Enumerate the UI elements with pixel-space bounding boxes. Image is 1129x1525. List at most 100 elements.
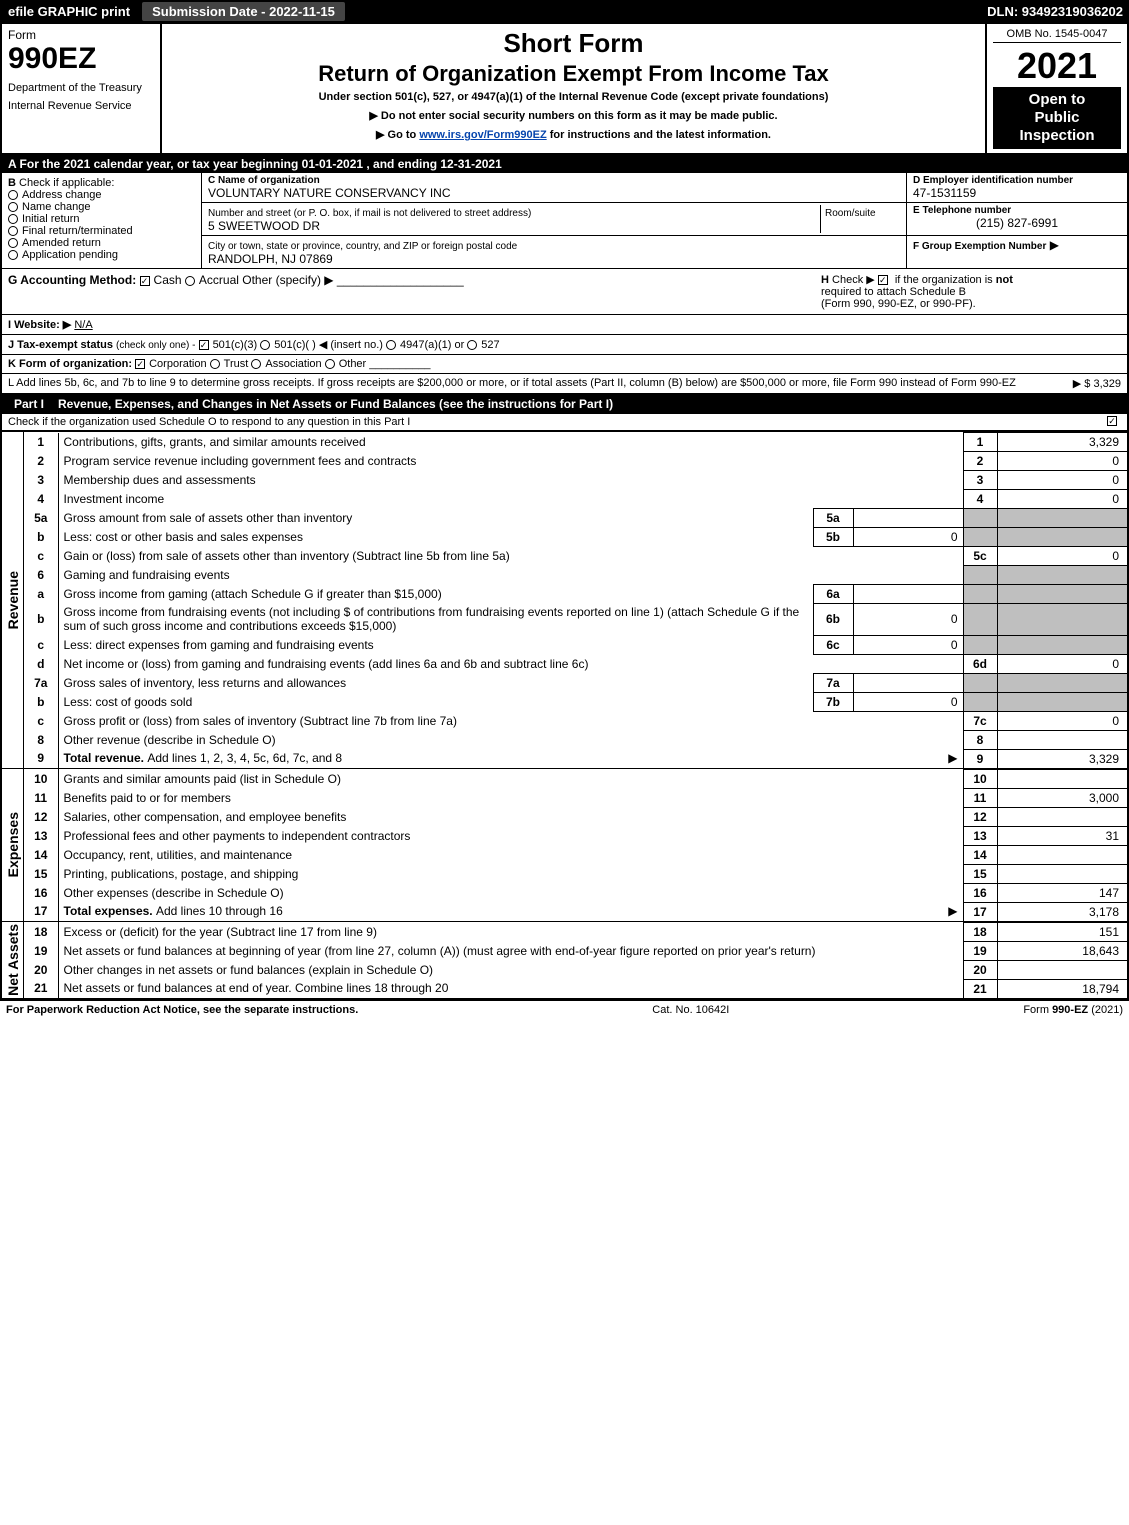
street-value: 5 SWEETWOOD DR (208, 219, 820, 233)
section-k: K Form of organization: ✓Corporation Tru… (2, 355, 1127, 374)
part-i-header: Part I Revenue, Expenses, and Changes in… (2, 394, 1127, 414)
short-form-title: Short Form (168, 28, 979, 59)
table-row: 3Membership dues and assessments30 (24, 471, 1127, 490)
row-desc: Gross income from gaming (attach Schedul… (58, 584, 813, 603)
row-desc: Less: cost of goods sold (58, 692, 813, 711)
netassets-label: Net Assets (5, 924, 21, 996)
table-row: 21Net assets or fund balances at end of … (24, 979, 1127, 998)
line-box: 2 (963, 452, 997, 471)
row-num: 15 (24, 864, 58, 883)
table-row: 8Other revenue (describe in Schedule O)8 (24, 730, 1127, 749)
shaded-cell (963, 635, 997, 654)
line-box: 17 (963, 902, 997, 921)
501c3-checkbox[interactable]: ✓ (199, 340, 209, 350)
arrow-icon: ▶ (948, 751, 957, 765)
cash-label: Cash (154, 273, 182, 287)
shaded-cell (997, 603, 1127, 635)
corp-checkbox[interactable]: ✓ (135, 359, 145, 369)
opt-pending: Application pending (22, 249, 118, 261)
line-box: 19 (963, 941, 997, 960)
row-desc: Investment income (58, 490, 963, 509)
shaded-cell (997, 528, 1127, 547)
row-desc: Net assets or fund balances at end of ye… (58, 979, 963, 998)
table-row: 16Other expenses (describe in Schedule O… (24, 883, 1127, 902)
table-row: 10Grants and similar amounts paid (list … (24, 769, 1127, 788)
netassets-sidebar: Net Assets (2, 922, 24, 998)
shaded-cell (963, 584, 997, 603)
line-box: 10 (963, 769, 997, 788)
group-exempt-cell: F Group Exemption Number ▶ (907, 236, 1127, 268)
addr-change-checkbox[interactable] (8, 190, 18, 200)
final-return-checkbox[interactable] (8, 226, 18, 236)
h-checkbox[interactable]: ✓ (878, 275, 888, 285)
schedule-o-checkbox[interactable]: ✓ (1107, 416, 1117, 426)
amended-return-checkbox[interactable] (8, 238, 18, 248)
city-label: City or town, state or province, country… (208, 241, 517, 252)
row-num: 16 (24, 883, 58, 902)
opt-amended: Amended return (22, 237, 101, 249)
k-o2: Trust (224, 358, 249, 370)
row-desc: Net assets or fund balances at beginning… (58, 941, 963, 960)
row-num: 9 (24, 749, 58, 768)
table-row: cGross profit or (loss) from sales of in… (24, 711, 1127, 730)
app-pending-checkbox[interactable] (8, 250, 18, 260)
tax-year: 2021 (993, 45, 1121, 87)
line-value (997, 845, 1127, 864)
efile-label[interactable]: efile GRAPHIC print (0, 4, 138, 19)
h-label: H (821, 274, 829, 286)
l-text: L Add lines 5b, 6c, and 7b to line 9 to … (8, 377, 1067, 390)
line-box: 16 (963, 883, 997, 902)
mid-line-value (853, 509, 963, 528)
row-num: 18 (24, 922, 58, 941)
row-desc: Grants and similar amounts paid (list in… (58, 769, 963, 788)
line-value: 151 (997, 922, 1127, 941)
row-desc: Occupancy, rent, utilities, and maintena… (58, 845, 963, 864)
row-desc: Program service revenue including govern… (58, 452, 963, 471)
dln-label: DLN: 93492319036202 (981, 4, 1129, 19)
table-row: 13Professional fees and other payments t… (24, 826, 1127, 845)
submission-date-button[interactable]: Submission Date - 2022-11-15 (142, 2, 345, 21)
city-value: RANDOLPH, NJ 07869 (208, 252, 900, 266)
row-num: 17 (24, 902, 58, 921)
row-desc: Total expenses. Add lines 10 through 16 … (58, 902, 963, 921)
accrual-label: Accrual (199, 273, 239, 287)
row-num: 1 (24, 433, 58, 452)
h-text2: if the organization is (895, 274, 993, 286)
line-box: 12 (963, 807, 997, 826)
line-box: 1 (963, 433, 997, 452)
line-box: 20 (963, 960, 997, 979)
row-desc: Other expenses (describe in Schedule O) (58, 883, 963, 902)
netassets-block: Net Assets 18Excess or (deficit) for the… (2, 921, 1127, 998)
revenue-sidebar: Revenue (2, 432, 24, 768)
assoc-checkbox[interactable] (251, 359, 261, 369)
line-value: 0 (997, 654, 1127, 673)
row-b-to-f: B Check if applicable: Address change Na… (2, 173, 1127, 269)
j-label: J Tax-exempt status (8, 339, 113, 351)
4947-checkbox[interactable] (386, 340, 396, 350)
other-checkbox[interactable] (325, 359, 335, 369)
line-box: 9 (963, 749, 997, 768)
527-checkbox[interactable] (467, 340, 477, 350)
irs-link[interactable]: www.irs.gov/Form990EZ (419, 129, 546, 141)
accrual-checkbox[interactable] (185, 276, 195, 286)
501c-checkbox[interactable] (260, 340, 270, 350)
section-b: B Check if applicable: Address change Na… (2, 173, 202, 268)
row-num: a (24, 584, 58, 603)
row-num: 2 (24, 452, 58, 471)
mid-line-box: 6a (813, 584, 853, 603)
form-outer: Form 990EZ Department of the Treasury In… (0, 22, 1129, 1000)
table-row: 9Total revenue. Add lines 1, 2, 3, 4, 5c… (24, 749, 1127, 768)
line-value: 0 (997, 471, 1127, 490)
name-change-checkbox[interactable] (8, 202, 18, 212)
table-row: cLess: direct expenses from gaming and f… (24, 635, 1127, 654)
trust-checkbox[interactable] (210, 359, 220, 369)
footer-row: For Paperwork Reduction Act Notice, see … (0, 1000, 1129, 1019)
shaded-cell (963, 509, 997, 528)
return-title: Return of Organization Exempt From Incom… (168, 61, 979, 87)
arrow-icon: ▶ (948, 904, 957, 918)
initial-return-checkbox[interactable] (8, 214, 18, 224)
line-box: 15 (963, 864, 997, 883)
mid-line-box: 7b (813, 692, 853, 711)
cash-checkbox[interactable]: ✓ (140, 276, 150, 286)
org-name-cell: C Name of organization VOLUNTARY NATURE … (202, 173, 907, 202)
